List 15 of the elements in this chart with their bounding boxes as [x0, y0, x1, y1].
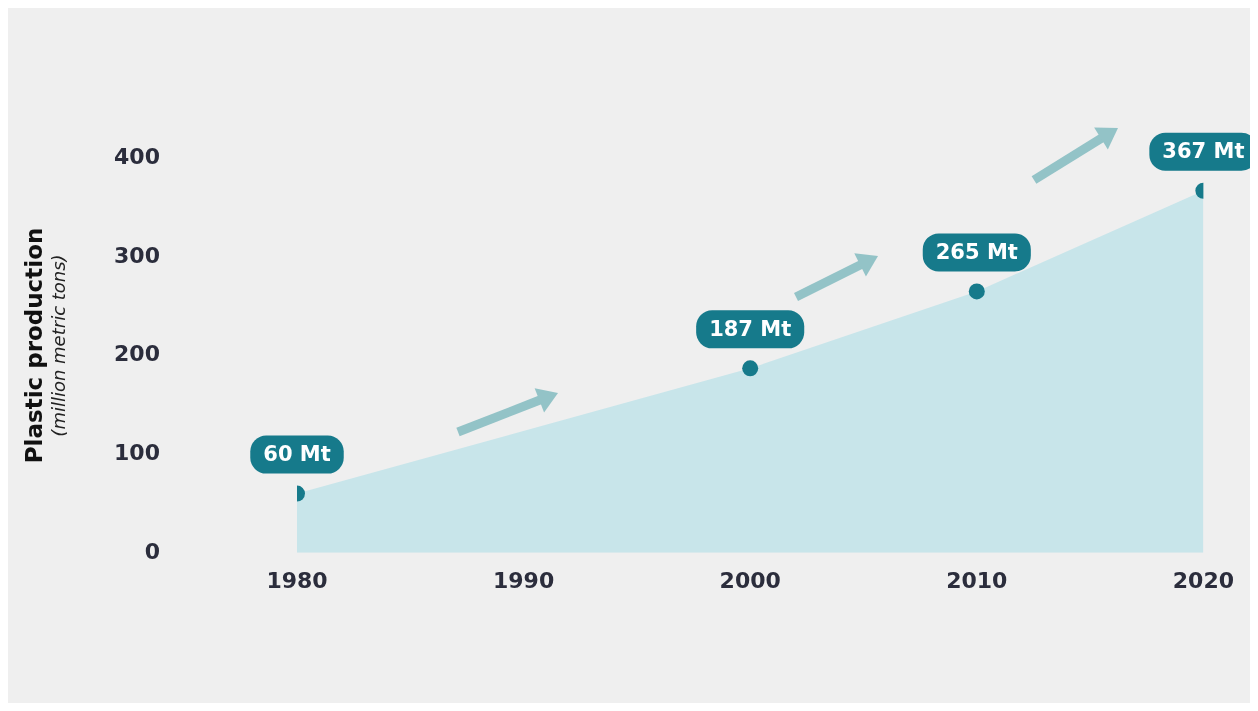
- data-label: 367 Mt: [1162, 139, 1245, 164]
- data-label: 265 Mt: [935, 239, 1018, 264]
- x-tick-label: 1980: [266, 567, 328, 593]
- y-tick-label: 300: [114, 242, 160, 268]
- y-tick-label: 100: [114, 439, 160, 465]
- y-tick-label: 200: [114, 341, 160, 367]
- y-tick-label: 0: [144, 538, 160, 564]
- x-tick-label: 2000: [719, 567, 781, 593]
- data-label: 60 Mt: [263, 442, 331, 467]
- x-tick-label: 2010: [946, 567, 1008, 593]
- y-tick-label: 400: [114, 143, 160, 169]
- x-tick-label: 2020: [1172, 567, 1234, 593]
- x-tick-label: 1990: [492, 567, 555, 593]
- data-label: 187 Mt: [709, 316, 792, 341]
- y-axis-title: Plastic production (million metric tons): [20, 227, 69, 464]
